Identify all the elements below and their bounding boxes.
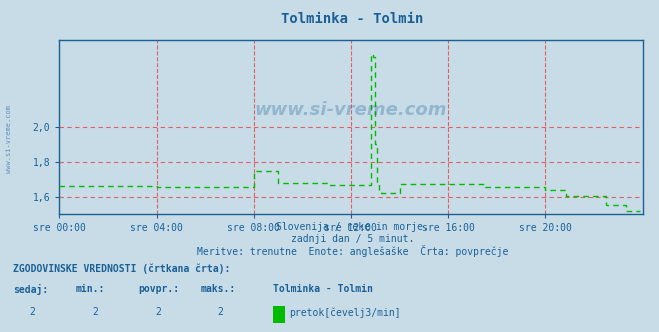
Text: sedaj:: sedaj: — [13, 284, 48, 295]
Text: maks.:: maks.: — [201, 284, 236, 294]
Text: www.si-vreme.com: www.si-vreme.com — [5, 106, 12, 173]
Text: min.:: min.: — [76, 284, 105, 294]
Text: 2: 2 — [92, 307, 98, 317]
Text: pretok[čevelj3/min]: pretok[čevelj3/min] — [289, 307, 400, 318]
Text: povpr.:: povpr.: — [138, 284, 179, 294]
Text: 2: 2 — [30, 307, 36, 317]
Text: Slovenija / reke in morje.: Slovenija / reke in morje. — [276, 222, 429, 232]
Text: 2: 2 — [217, 307, 223, 317]
Text: zadnji dan / 5 minut.: zadnji dan / 5 minut. — [291, 234, 415, 244]
Text: Meritve: trenutne  Enote: anglešaške  Črta: povprečje: Meritve: trenutne Enote: anglešaške Črta… — [197, 245, 508, 257]
Text: ZGODOVINSKE VREDNOSTI (črtkana črta):: ZGODOVINSKE VREDNOSTI (črtkana črta): — [13, 264, 231, 275]
Text: 2: 2 — [155, 307, 161, 317]
Text: Tolminka - Tolmin: Tolminka - Tolmin — [281, 12, 424, 26]
Text: www.si-vreme.com: www.si-vreme.com — [254, 101, 447, 119]
Text: Tolminka - Tolmin: Tolminka - Tolmin — [273, 284, 374, 294]
